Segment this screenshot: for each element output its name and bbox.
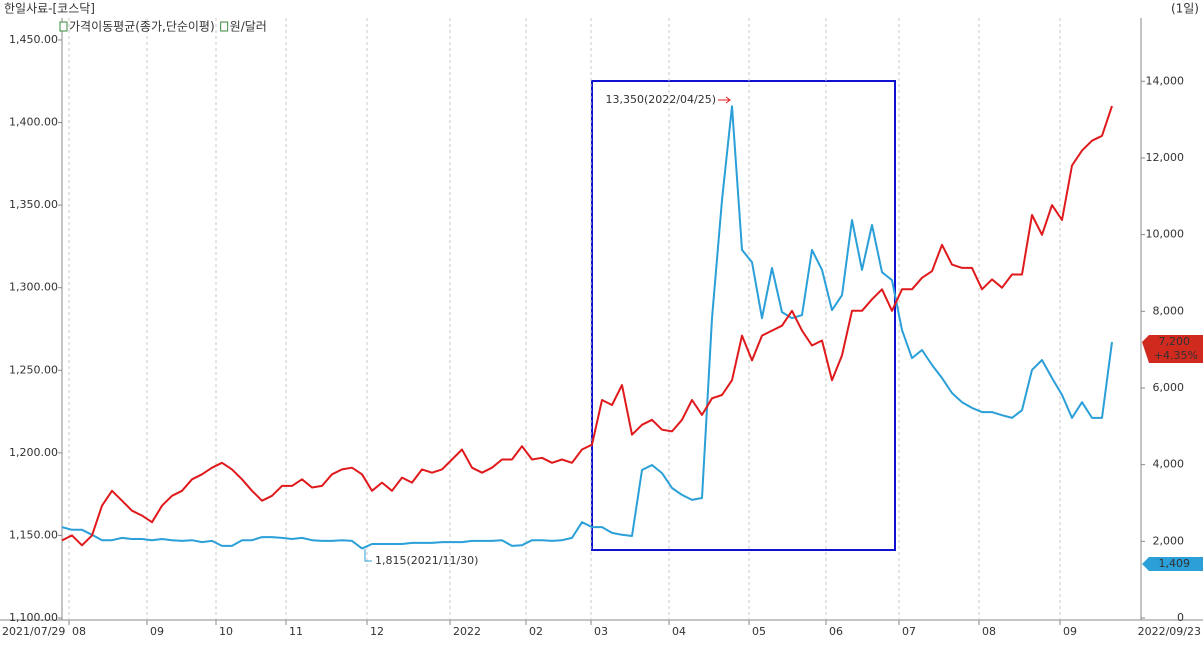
x-tick-label: 12 <box>370 625 384 638</box>
y-tick-label: 1,300.00 <box>9 281 58 294</box>
y-tick-label: 1,150.00 <box>9 528 58 541</box>
legend-swatch <box>220 21 229 32</box>
x-tick-label: 06 <box>829 625 843 638</box>
x-tick-label: 03 <box>594 625 608 638</box>
x-tick-label: 07 <box>902 625 916 638</box>
period-label: (1일) <box>1171 2 1199 16</box>
highlight-box <box>591 80 896 551</box>
y-tick-label: 1,350.00 <box>9 198 58 211</box>
y2-tick-label: 10,000 <box>1146 228 1185 241</box>
x-tick-label: 09 <box>1063 625 1077 638</box>
series-line <box>61 105 1113 550</box>
legend-label: 원/달러 <box>230 20 267 34</box>
value-tag-label: 7,200 <box>1159 335 1191 348</box>
x-tick-label: 02 <box>529 625 543 638</box>
x-tick-label: 09 <box>150 625 164 638</box>
y-tick-label: 1,250.00 <box>9 363 58 376</box>
annotation: 13,350(2022/04/25) <box>606 93 716 106</box>
y2-tick-label: 14,000 <box>1146 74 1185 87</box>
x-tick-label: 04 <box>672 625 686 638</box>
x-tick-label: 08 <box>72 625 86 638</box>
value-tag <box>1142 334 1203 363</box>
y2-tick-label: 6,000 <box>1153 381 1185 394</box>
annotation: 1,815(2021/11/30) <box>375 554 478 567</box>
y-tick-label: 1,100.00 <box>9 611 58 624</box>
y2-tick-label: 2,000 <box>1153 534 1185 547</box>
y2-tick-label: 4,000 <box>1153 458 1185 471</box>
y-tick-label: 1,450.00 <box>9 33 58 46</box>
start-date: 2021/07/29 <box>2 625 65 638</box>
y-tick-label: 1,400.00 <box>9 116 58 129</box>
legend-swatch <box>59 21 68 32</box>
annotation-arrow <box>718 96 731 104</box>
chart-title: 한일사료-[코스닥] <box>4 2 95 16</box>
x-tick-label: 08 <box>982 625 996 638</box>
value-tag-label: 1,409 <box>1159 557 1191 570</box>
y-tick-label: 1,200.00 <box>9 446 58 459</box>
legend-label: 가격이동평균(종가,단순이평) <box>69 20 215 34</box>
value-tag <box>1142 556 1203 571</box>
value-tag-change: +4.35% <box>1154 349 1198 362</box>
y2-tick-label: 0 <box>1177 611 1184 624</box>
y2-tick-label: 8,000 <box>1153 304 1185 317</box>
x-tick-label: 11 <box>289 625 303 638</box>
annotation-leader <box>364 549 372 562</box>
series-line <box>61 105 1113 547</box>
x-tick-label: 2022 <box>453 625 481 638</box>
x-tick-label: 10 <box>219 625 233 638</box>
x-tick-label: 05 <box>752 625 766 638</box>
y2-tick-label: 12,000 <box>1146 151 1185 164</box>
end-date: 2022/09/23 <box>1138 625 1201 638</box>
